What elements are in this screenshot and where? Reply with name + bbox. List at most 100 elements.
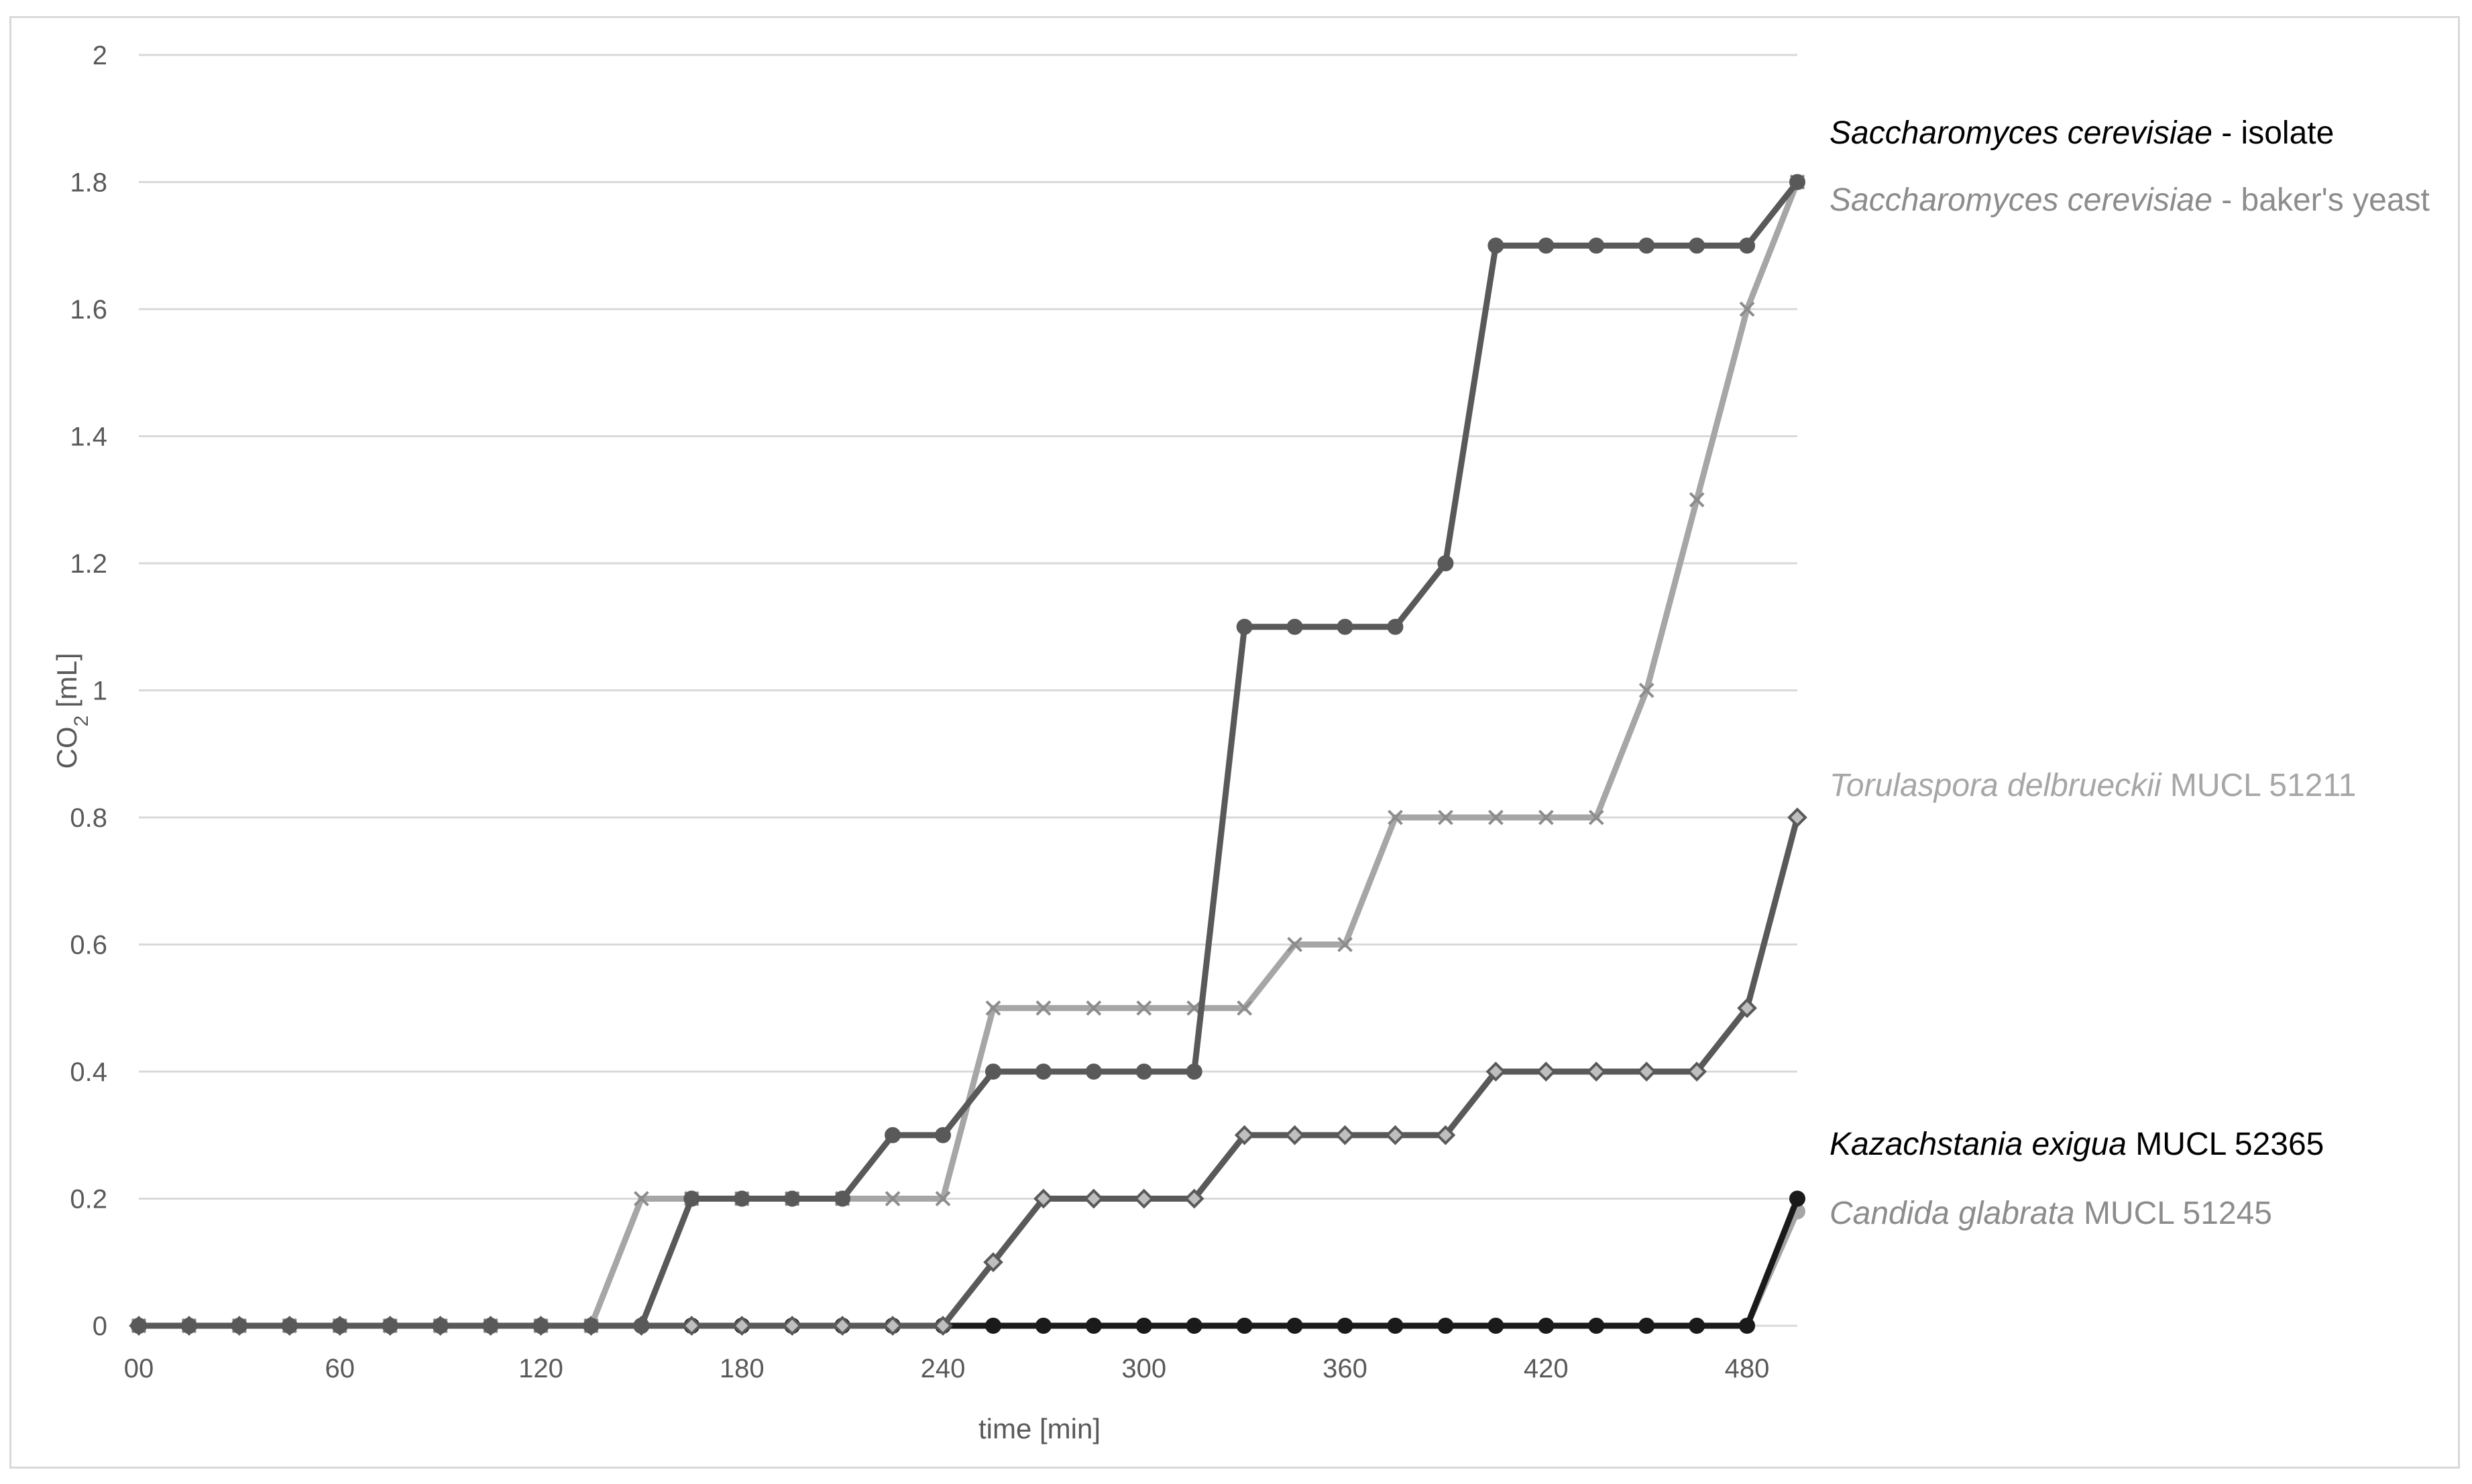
- y-tick-label: 0.4: [70, 1058, 107, 1087]
- series-end-label: Candida glabrata MUCL 51245: [1830, 1196, 2272, 1231]
- series-end-label: Saccharomyces cerevisiae - baker's yeast: [1830, 182, 2430, 218]
- data-point: [935, 1127, 952, 1143]
- data-point: [1136, 1000, 1152, 1016]
- data-point: [1186, 1318, 1202, 1334]
- data-point: [734, 1190, 750, 1207]
- data-point: [834, 1190, 851, 1207]
- data-point: [1638, 237, 1655, 254]
- data-point: [1186, 1064, 1202, 1080]
- data-point: [532, 1318, 549, 1334]
- data-point: [985, 1064, 1001, 1080]
- data-point: [782, 1316, 803, 1336]
- data-point: [1085, 1064, 1102, 1080]
- data-point: [1588, 1318, 1605, 1334]
- x-tick-label: 180: [720, 1354, 765, 1383]
- data-point: [1588, 237, 1605, 254]
- data-point: [1538, 1318, 1555, 1334]
- data-point: [1636, 1062, 1657, 1082]
- x-tick-label: 300: [1121, 1354, 1166, 1383]
- data-point: [382, 1318, 398, 1334]
- data-point: [1536, 1062, 1557, 1082]
- data-point: [1287, 937, 1303, 952]
- data-point: [1133, 1188, 1154, 1209]
- data-point: [1234, 1125, 1255, 1145]
- data-point: [1789, 1190, 1805, 1207]
- data-point: [1337, 618, 1353, 635]
- data-point: [1135, 1318, 1152, 1334]
- data-point: [331, 1318, 348, 1334]
- data-point: [1286, 618, 1303, 635]
- data-point: [1485, 1062, 1506, 1082]
- data-point: [281, 1318, 298, 1334]
- data-point: [985, 1318, 1001, 1334]
- data-point: [1737, 998, 1757, 1019]
- data-point: [1739, 1318, 1756, 1334]
- x-tick-label: 480: [1725, 1354, 1770, 1383]
- data-point: [683, 1190, 700, 1207]
- data-point: [1335, 1125, 1355, 1145]
- x-tick-label: 120: [518, 1354, 563, 1383]
- data-point: [1487, 809, 1504, 825]
- data-point: [1085, 1318, 1102, 1334]
- data-point: [1588, 809, 1604, 825]
- data-point: [1033, 1188, 1054, 1209]
- data-point: [1286, 1318, 1303, 1334]
- data-point: [1135, 1064, 1152, 1080]
- y-tick-label: 1: [93, 677, 107, 706]
- data-point: [1184, 1188, 1204, 1209]
- x-tick-label: 60: [325, 1354, 355, 1383]
- data-point: [1538, 809, 1554, 825]
- data-point: [180, 1318, 197, 1334]
- x-tick-label: 00: [124, 1354, 154, 1383]
- data-point: [1337, 1318, 1353, 1334]
- series-end-label: Torulaspora delbrueckii MUCL 51211: [1830, 768, 2356, 803]
- data-point: [432, 1318, 449, 1334]
- data-point: [1385, 1125, 1406, 1145]
- y-tick-label: 1.4: [70, 422, 107, 452]
- chart-frame: [9, 16, 2460, 1469]
- data-point: [1387, 618, 1404, 635]
- data-point: [1487, 237, 1504, 254]
- data-point: [983, 1252, 1003, 1273]
- data-point: [681, 1316, 702, 1336]
- y-tick-label: 2: [93, 41, 107, 70]
- data-point: [1689, 1318, 1705, 1334]
- data-point: [1236, 618, 1253, 635]
- data-point: [1035, 1318, 1052, 1334]
- y-axis-title: CO2 [mL]: [51, 652, 93, 768]
- data-point: [1437, 555, 1454, 571]
- data-point: [1035, 1000, 1052, 1016]
- data-point: [1337, 937, 1353, 952]
- x-axis-title: time [min]: [978, 1413, 1101, 1444]
- x-tick-label: 240: [921, 1354, 966, 1383]
- data-point: [935, 1191, 951, 1206]
- data-point: [1236, 1318, 1253, 1334]
- data-point: [883, 1316, 903, 1336]
- data-point: [1487, 1318, 1504, 1334]
- series-end-label: Kazachstania exigua MUCL 52365: [1830, 1127, 2324, 1162]
- data-point: [1438, 809, 1453, 825]
- data-point: [1237, 1000, 1253, 1016]
- data-point: [784, 1190, 801, 1207]
- data-point: [1638, 683, 1654, 698]
- series-line: [135, 179, 1801, 1329]
- data-point: [1086, 1000, 1102, 1016]
- data-point: [985, 1000, 1001, 1016]
- x-tick-label: 420: [1524, 1354, 1569, 1383]
- y-tick-label: 0.8: [70, 803, 107, 833]
- data-point: [1687, 1062, 1707, 1082]
- data-point: [633, 1318, 650, 1334]
- data-point: [1739, 237, 1756, 254]
- y-tick-label: 1.6: [70, 295, 107, 325]
- series-line: [135, 1208, 1801, 1329]
- series-end-label: Saccharomyces cerevisiae - isolate: [1830, 115, 2334, 151]
- series-line: [135, 179, 1801, 1329]
- data-point: [1035, 1064, 1052, 1080]
- data-point: [832, 1316, 852, 1336]
- data-point: [885, 1127, 901, 1143]
- data-point: [933, 1316, 953, 1336]
- y-tick-label: 1.8: [70, 168, 107, 198]
- data-point: [1586, 1062, 1607, 1082]
- y-tick-label: 0.2: [70, 1185, 107, 1214]
